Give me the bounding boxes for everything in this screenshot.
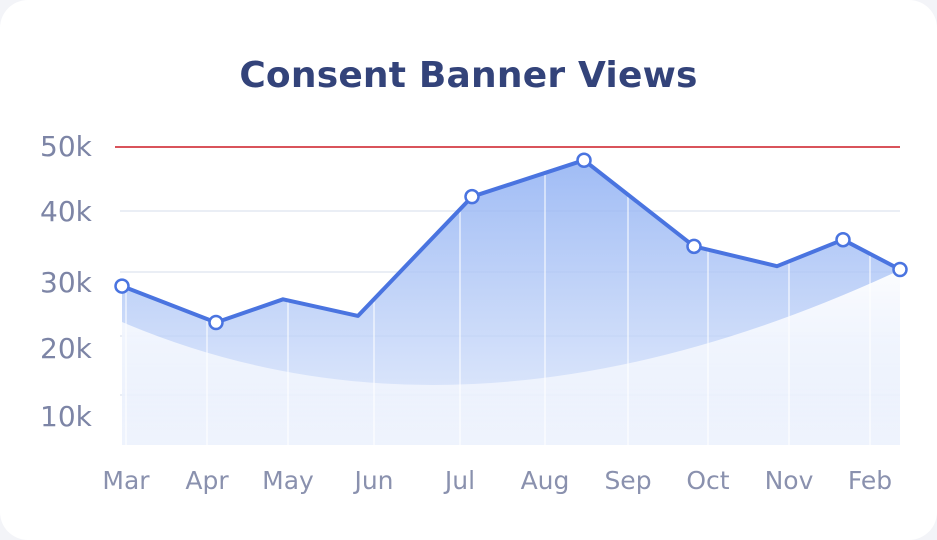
x-tick-label: Oct	[686, 466, 729, 495]
series-line	[120, 158, 902, 325]
data-point[interactable]	[464, 188, 480, 205]
y-tick-label: 30k	[40, 266, 93, 299]
x-tick-label: Aug	[521, 466, 570, 495]
x-tick-label: Feb	[848, 466, 892, 495]
x-tick-label: Nov	[765, 466, 814, 495]
data-point[interactable]	[892, 261, 908, 278]
chart-title: Consent Banner Views	[239, 55, 698, 96]
x-tick-label: Apr	[185, 466, 229, 495]
y-tick-label: 40k	[40, 195, 93, 228]
data-point[interactable]	[835, 231, 851, 248]
y-tick-label: 10k	[40, 400, 93, 433]
data-point[interactable]	[114, 278, 130, 294]
x-tick-label: May	[262, 466, 314, 495]
x-tick-label: Sep	[604, 466, 651, 495]
y-tick-label: 50k	[40, 130, 93, 163]
y-tick-label: 20k	[40, 332, 93, 365]
x-tick-label: Jun	[352, 466, 393, 495]
data-point[interactable]	[576, 152, 592, 168]
x-tick-label: Jul	[443, 466, 475, 495]
data-point[interactable]	[686, 238, 702, 255]
x-tick-label: Mar	[102, 466, 150, 495]
area-highlight	[122, 270, 900, 445]
data-point[interactable]	[208, 314, 224, 331]
